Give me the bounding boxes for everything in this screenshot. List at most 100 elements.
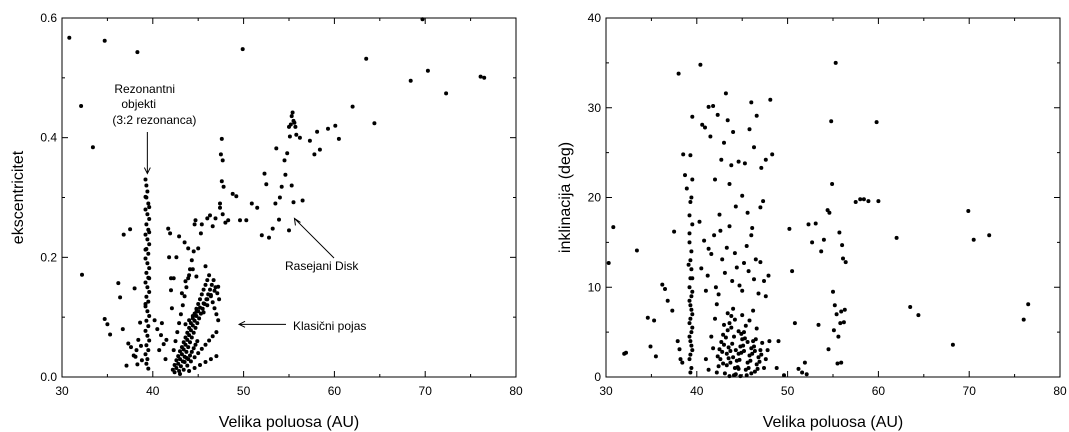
data-point — [796, 366, 801, 371]
data-point — [267, 235, 271, 240]
data-point — [188, 267, 192, 272]
data-point — [216, 318, 221, 323]
data-point — [843, 260, 848, 265]
data-point — [652, 318, 657, 323]
data-point — [758, 348, 763, 353]
data-point — [690, 289, 695, 294]
data-point — [782, 373, 786, 378]
data-point — [687, 334, 692, 339]
data-point — [830, 182, 835, 186]
data-point — [742, 336, 747, 341]
plot-frame — [605, 17, 1061, 378]
data-point — [688, 339, 693, 344]
data-point — [182, 360, 187, 364]
annotation-resonant-line3: (3:2 rezonanca) — [112, 113, 196, 127]
data-point — [207, 273, 212, 278]
data-point — [146, 201, 151, 206]
data-point — [752, 344, 756, 349]
data-point — [146, 348, 151, 353]
data-point — [774, 366, 779, 370]
data-point — [725, 328, 730, 333]
data-point — [740, 313, 745, 318]
data-point — [699, 266, 704, 271]
data-point — [147, 217, 152, 221]
data-point — [660, 282, 665, 287]
data-point — [806, 222, 811, 227]
data-point — [146, 366, 151, 371]
data-point — [740, 288, 745, 293]
data-point — [195, 321, 200, 326]
data-point — [118, 295, 123, 300]
data-point — [196, 302, 201, 306]
data-point — [172, 363, 177, 367]
data-point — [145, 285, 150, 290]
data-point — [709, 252, 714, 256]
data-point — [216, 284, 221, 289]
data-point — [714, 370, 719, 375]
y-tick-label: 40 — [588, 11, 602, 25]
data-point — [259, 233, 264, 238]
data-point — [188, 353, 192, 358]
data-point — [676, 71, 681, 76]
data-point — [166, 226, 171, 231]
data-point — [171, 276, 176, 281]
x-tick-label: 50 — [781, 384, 795, 398]
data-point — [790, 269, 795, 274]
data-point — [719, 157, 724, 162]
axis-ticks: 30 40 50 60 70 80 0.0 0.2 0.4 0.6 — [40, 11, 523, 398]
annotation-arrow-resonant — [143, 132, 151, 175]
data-point — [144, 294, 149, 299]
data-point — [738, 374, 743, 379]
data-point — [184, 355, 189, 360]
data-point — [186, 246, 191, 251]
data-point — [690, 312, 695, 317]
data-point — [829, 119, 834, 124]
data-point — [749, 100, 754, 105]
data-point — [188, 328, 193, 333]
data-point — [184, 349, 189, 354]
data-point — [744, 373, 749, 378]
data-point — [105, 322, 110, 327]
data-point — [192, 355, 197, 360]
data-point — [147, 230, 152, 235]
y-tick-label: 20 — [588, 191, 602, 205]
data-point — [752, 349, 757, 353]
data-point — [199, 346, 204, 351]
data-point — [711, 346, 716, 351]
data-point — [195, 339, 200, 344]
data-point — [966, 209, 971, 213]
data-point — [768, 97, 773, 102]
data-point — [294, 132, 299, 137]
data-point — [285, 151, 290, 156]
data-point — [724, 351, 729, 356]
data-point — [726, 356, 731, 361]
data-point — [234, 194, 239, 199]
data-point — [212, 288, 217, 293]
data-point — [212, 306, 217, 311]
data-point — [839, 360, 844, 365]
data-point — [177, 321, 182, 326]
data-point — [187, 318, 192, 323]
data-point — [831, 328, 836, 333]
data-point — [203, 264, 208, 269]
data-point — [760, 340, 765, 345]
data-point — [690, 114, 695, 119]
data-point — [186, 345, 191, 350]
data-point — [188, 359, 193, 364]
data-point — [208, 293, 213, 297]
data-point — [727, 224, 732, 229]
data-point — [723, 91, 728, 96]
data-point — [750, 351, 755, 356]
data-point — [722, 322, 726, 327]
data-point — [677, 347, 682, 352]
data-point — [144, 270, 149, 275]
data-point — [145, 309, 150, 314]
data-point — [198, 231, 203, 236]
data-point — [624, 350, 628, 355]
data-point — [190, 314, 195, 318]
data-point — [841, 256, 845, 261]
data-point — [752, 145, 756, 150]
data-point — [144, 183, 149, 188]
data-point — [307, 138, 312, 143]
